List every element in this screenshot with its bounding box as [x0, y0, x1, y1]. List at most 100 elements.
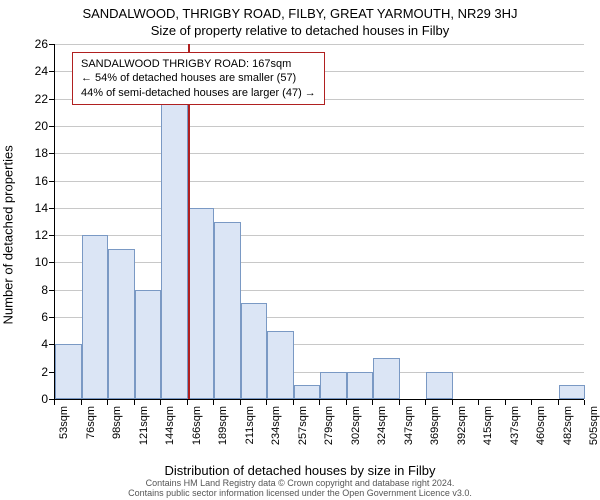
x-tick-label: 369sqm: [429, 406, 441, 445]
grid-line: [55, 153, 584, 154]
x-tick-mark: [319, 400, 320, 405]
x-tick-label: 302sqm: [350, 406, 362, 445]
x-tick-label: 166sqm: [191, 406, 203, 445]
y-tick-mark: [49, 235, 54, 236]
grid-line: [55, 44, 584, 45]
x-tick-mark: [505, 400, 506, 405]
x-tick-mark: [372, 400, 373, 405]
x-tick-mark: [213, 400, 214, 405]
histogram-bar: [108, 249, 135, 399]
x-tick-label: 189sqm: [217, 406, 229, 445]
x-tick-mark: [160, 400, 161, 405]
histogram-bar: [294, 385, 321, 399]
x-tick-label: 98sqm: [111, 406, 123, 439]
grid-line: [55, 235, 584, 236]
x-tick-label: 415sqm: [482, 406, 494, 445]
legend-line-3: 44% of semi-detached houses are larger (…: [81, 86, 316, 100]
y-tick-mark: [49, 126, 54, 127]
x-tick-label: 482sqm: [562, 406, 574, 445]
x-tick-mark: [293, 400, 294, 405]
x-tick-mark: [240, 400, 241, 405]
x-tick-mark: [187, 400, 188, 405]
histogram-bar: [559, 385, 586, 399]
x-tick-mark: [399, 400, 400, 405]
grid-line: [55, 126, 584, 127]
y-tick-label: 10: [18, 255, 48, 269]
chart-footer: Contains HM Land Registry data © Crown c…: [0, 479, 600, 500]
y-tick-label: 8: [18, 283, 48, 297]
histogram-bar: [320, 372, 347, 399]
x-tick-mark: [531, 400, 532, 405]
x-tick-mark: [134, 400, 135, 405]
x-tick-label: 76sqm: [85, 406, 97, 439]
histogram-bar: [55, 344, 82, 399]
legend-line-2: ← 54% of detached houses are smaller (57…: [81, 71, 316, 85]
histogram-bar: [135, 290, 162, 399]
x-tick-label: 460sqm: [535, 406, 547, 445]
x-tick-label: 53sqm: [58, 406, 70, 439]
x-tick-label: 347sqm: [403, 406, 415, 445]
y-tick-label: 24: [18, 64, 48, 78]
x-tick-mark: [558, 400, 559, 405]
x-tick-mark: [584, 400, 585, 405]
x-tick-label: 505sqm: [588, 406, 600, 445]
histogram-bar: [426, 372, 453, 399]
y-tick-label: 16: [18, 174, 48, 188]
x-tick-mark: [425, 400, 426, 405]
y-tick-mark: [49, 44, 54, 45]
histogram-bar: [82, 235, 109, 399]
y-tick-label: 4: [18, 337, 48, 351]
y-tick-mark: [49, 317, 54, 318]
y-tick-mark: [49, 208, 54, 209]
x-tick-label: 211sqm: [244, 406, 256, 444]
y-tick-mark: [49, 71, 54, 72]
legend-line-1: SANDALWOOD THRIGBY ROAD: 167sqm: [81, 57, 316, 71]
x-tick-label: 437sqm: [509, 406, 521, 445]
y-tick-mark: [49, 262, 54, 263]
chart-title-main: SANDALWOOD, THRIGBY ROAD, FILBY, GREAT Y…: [0, 0, 600, 21]
histogram-bar: [241, 303, 268, 399]
x-tick-mark: [266, 400, 267, 405]
x-tick-label: 279sqm: [323, 406, 335, 445]
x-tick-mark: [54, 400, 55, 405]
y-tick-mark: [49, 344, 54, 345]
histogram-bar: [267, 331, 294, 399]
grid-line: [55, 181, 584, 182]
y-tick-label: 18: [18, 146, 48, 160]
x-tick-label: 257sqm: [297, 406, 309, 445]
x-tick-label: 392sqm: [456, 406, 468, 445]
x-tick-label: 324sqm: [376, 406, 388, 445]
y-tick-label: 12: [18, 228, 48, 242]
y-tick-mark: [49, 181, 54, 182]
x-tick-mark: [107, 400, 108, 405]
chart-title-sub: Size of property relative to detached ho…: [0, 21, 600, 38]
y-axis-label: Number of detached properties: [1, 145, 16, 324]
x-axis-label: Distribution of detached houses by size …: [0, 463, 600, 478]
histogram-bar: [373, 358, 400, 399]
x-tick-mark: [478, 400, 479, 405]
histogram-bar: [188, 208, 215, 399]
y-tick-label: 20: [18, 119, 48, 133]
y-tick-mark: [49, 290, 54, 291]
y-tick-label: 22: [18, 92, 48, 106]
y-tick-label: 6: [18, 310, 48, 324]
histogram-bar: [161, 99, 188, 399]
histogram-bar: [347, 372, 374, 399]
x-tick-label: 234sqm: [270, 406, 282, 445]
x-tick-mark: [452, 400, 453, 405]
x-tick-label: 144sqm: [164, 406, 176, 445]
footer-line-2: Contains public sector information licen…: [0, 489, 600, 499]
x-tick-label: 121sqm: [138, 406, 150, 445]
histogram-bar: [214, 222, 241, 400]
y-tick-mark: [49, 372, 54, 373]
grid-line: [55, 208, 584, 209]
y-tick-label: 26: [18, 37, 48, 51]
y-tick-label: 2: [18, 365, 48, 379]
y-tick-mark: [49, 99, 54, 100]
y-tick-label: 0: [18, 392, 48, 406]
y-tick-mark: [49, 153, 54, 154]
x-tick-mark: [346, 400, 347, 405]
y-tick-label: 14: [18, 201, 48, 215]
x-tick-mark: [81, 400, 82, 405]
legend-box: SANDALWOOD THRIGBY ROAD: 167sqm ← 54% of…: [72, 52, 325, 105]
